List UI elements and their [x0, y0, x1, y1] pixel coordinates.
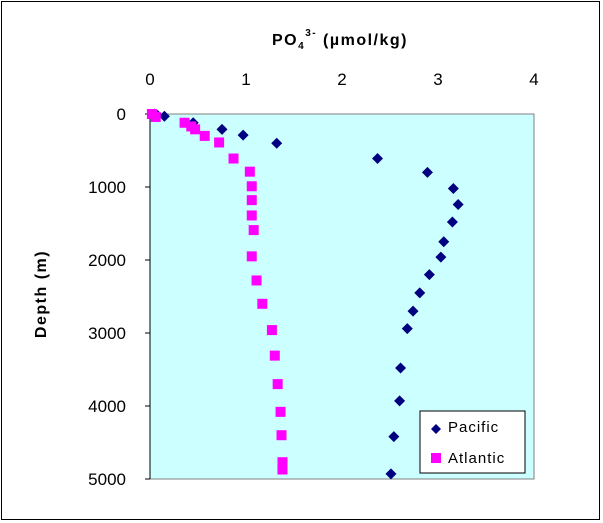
pacific-point	[372, 153, 384, 165]
y-tick-label: 0	[117, 105, 126, 124]
pacific-point	[452, 199, 464, 211]
atlantic-point	[277, 464, 288, 475]
atlantic-point	[246, 251, 257, 262]
x-tick-label: 2	[337, 70, 346, 89]
atlantic-point	[246, 210, 257, 221]
atlantic-point	[214, 137, 225, 148]
atlantic-point	[251, 275, 262, 286]
legend-marker-pacific	[431, 424, 441, 434]
x-axis-title: PO43- (µmol/kg)	[272, 28, 408, 52]
pacific-point	[423, 269, 435, 281]
x-tick-label: 0	[145, 70, 154, 89]
atlantic-point	[275, 406, 286, 417]
y-tick-label: 3000	[88, 324, 126, 343]
pacific-point	[216, 123, 228, 135]
pacific-point	[158, 110, 170, 122]
legend-label-atlantic: Atlantic	[448, 450, 505, 467]
y-tick-label: 1000	[88, 178, 126, 197]
pacific-point	[388, 431, 400, 443]
pacific-point	[414, 287, 426, 299]
x-tick-label: 4	[529, 70, 538, 89]
atlantic-point	[266, 325, 277, 336]
y-tick-label: 4000	[88, 397, 126, 416]
pacific-point	[395, 362, 407, 374]
pacific-point	[401, 323, 413, 335]
legend-marker-atlantic	[431, 453, 441, 463]
y-tick-label: 5000	[88, 470, 126, 489]
atlantic-point	[150, 111, 161, 122]
pacific-point	[237, 129, 249, 141]
atlantic-point	[199, 130, 210, 141]
atlantic-point	[244, 166, 255, 177]
atlantic-point	[269, 350, 280, 361]
atlantic-point	[246, 195, 257, 206]
axes: 0 1 2 3 4 0 1000 2000 3000 4000 5000	[88, 70, 539, 489]
pacific-point	[435, 251, 447, 263]
atlantic-point	[246, 181, 257, 192]
y-axis-title: Depth (m)	[33, 250, 50, 338]
pacific-point	[407, 305, 419, 317]
pacific-point	[385, 468, 397, 480]
atlantic-point	[272, 379, 283, 390]
pacific-point	[446, 216, 458, 228]
atlantic-point	[277, 457, 288, 468]
atlantic-point	[257, 298, 268, 309]
atlantic-point	[248, 225, 259, 236]
legend: Pacific Atlantic	[419, 410, 526, 474]
atlantic-point	[179, 117, 190, 128]
legend-label-pacific: Pacific	[448, 419, 499, 436]
x-tick-label: 1	[241, 70, 250, 89]
pacific-point	[394, 395, 406, 407]
atlantic-point	[190, 124, 201, 135]
pacific-point	[271, 137, 283, 149]
y-tick-label: 2000	[88, 251, 126, 270]
data-marks	[146, 108, 464, 480]
pacific-point	[447, 182, 459, 194]
atlantic-point	[276, 430, 287, 441]
x-tick-label: 3	[433, 70, 442, 89]
pacific-point	[421, 166, 433, 178]
pacific-point	[438, 236, 450, 248]
atlantic-point	[228, 153, 239, 164]
